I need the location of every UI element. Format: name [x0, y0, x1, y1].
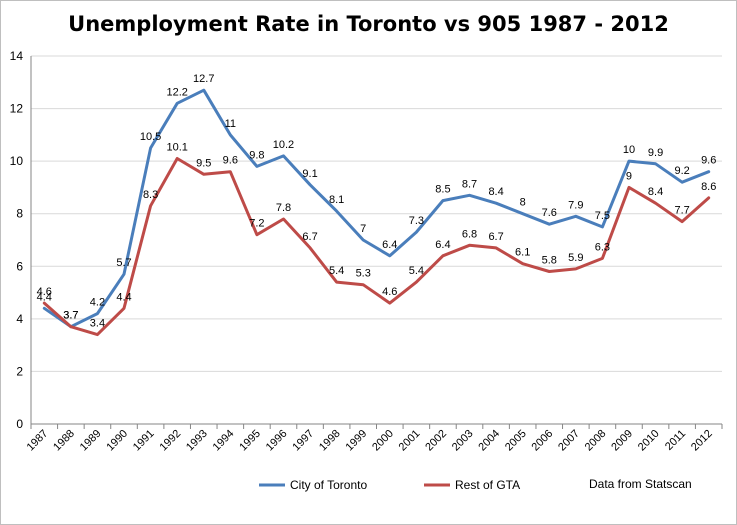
data-label-toronto: 7.6	[542, 207, 557, 219]
data-label-toronto: 10.5	[140, 131, 161, 143]
x-tick-label: 2009	[609, 428, 635, 454]
data-label-toronto: 9.8	[249, 149, 264, 161]
legend-label-toronto: City of Toronto	[290, 478, 367, 492]
y-tick-label: 12	[10, 102, 24, 116]
x-tick-label: 1987	[25, 428, 51, 454]
data-label-rest-of-gta: 7.7	[674, 205, 689, 217]
x-tick-label: 1996	[264, 428, 290, 454]
data-label-toronto: 7.9	[568, 199, 583, 211]
x-tick-label: 2012	[689, 428, 715, 454]
data-label-toronto: 8.4	[488, 186, 503, 198]
data-label-toronto: 7.5	[595, 210, 610, 222]
data-label-rest-of-gta: 6.3	[595, 241, 610, 253]
data-label-toronto: 9.9	[648, 147, 663, 159]
data-label-rest-of-gta: 9.5	[196, 157, 211, 169]
data-label-toronto: 4.2	[90, 297, 105, 309]
x-tick-label: 1999	[344, 428, 370, 454]
data-label-rest-of-gta: 5.8	[542, 255, 557, 267]
data-label-rest-of-gta: 6.4	[435, 239, 450, 251]
data-label-rest-of-gta: 5.3	[356, 268, 371, 280]
data-label-toronto: 7	[360, 223, 366, 235]
data-label-toronto: 8.5	[435, 184, 450, 196]
y-tick-label: 8	[16, 207, 23, 221]
x-tick-label: 2000	[370, 428, 396, 454]
y-tick-label: 10	[10, 154, 24, 168]
data-label-rest-of-gta: 5.9	[568, 252, 583, 264]
data-label-rest-of-gta: 6.7	[302, 231, 317, 243]
data-label-rest-of-gta: 6.1	[515, 247, 530, 259]
x-tick-label: 1989	[78, 428, 104, 454]
data-label-rest-of-gta: 8.6	[701, 181, 716, 193]
data-label-rest-of-gta: 4.6	[37, 286, 52, 298]
data-label-toronto: 8.7	[462, 178, 477, 190]
x-tick-label: 2005	[503, 428, 529, 454]
data-label-rest-of-gta: 3.7	[63, 310, 78, 322]
x-tick-label: 1992	[157, 428, 183, 454]
data-label-rest-of-gta: 10.1	[166, 142, 187, 154]
x-tick-label: 1998	[317, 428, 343, 454]
data-label-rest-of-gta: 5.4	[329, 265, 344, 277]
data-label-rest-of-gta: 8.4	[648, 186, 663, 198]
x-tick-label: 2006	[530, 428, 556, 454]
series-line-rest-of-gta	[42, 157, 711, 337]
data-label-toronto: 7.3	[409, 215, 424, 227]
y-tick-label: 2	[16, 364, 23, 378]
x-tick-label: 1988	[51, 428, 77, 454]
data-label-toronto: 4.4	[37, 291, 52, 303]
data-label-rest-of-gta: 5.4	[409, 265, 424, 277]
data-label-rest-of-gta: 9.6	[223, 155, 238, 167]
data-label-rest-of-gta: 3.4	[90, 318, 105, 330]
x-tick-label: 1991	[131, 428, 157, 454]
data-label-rest-of-gta: 4.4	[116, 291, 131, 303]
series-line-toronto	[42, 88, 711, 329]
y-tick-label: 4	[16, 312, 23, 326]
data-label-rest-of-gta: 7.8	[276, 202, 291, 214]
data-label-toronto: 3.7	[63, 310, 78, 322]
data-label-toronto: 5.7	[116, 257, 131, 269]
data-label-toronto: 8.1	[329, 194, 344, 206]
legend-label-rest-of-gta: Rest of GTA	[455, 478, 520, 492]
x-tick-label: 2008	[583, 428, 609, 454]
data-label-toronto: 10	[623, 144, 635, 156]
data-label-toronto: 8	[520, 197, 526, 209]
data-label-rest-of-gta: 6.7	[488, 231, 503, 243]
x-tick-label: 1995	[237, 428, 263, 454]
data-label-rest-of-gta: 9	[626, 170, 632, 182]
data-label-rest-of-gta: 8.3	[143, 189, 158, 201]
y-tick-label: 0	[16, 417, 23, 431]
data-label-toronto: 6.4	[382, 239, 397, 251]
data-label-rest-of-gta: 7.2	[249, 218, 264, 230]
x-tick-label: 2010	[636, 428, 662, 454]
data-label-toronto: 12.7	[193, 73, 214, 85]
data-label-toronto: 10.2	[273, 139, 294, 151]
data-label-toronto: 12.2	[166, 86, 187, 98]
data-label-rest-of-gta: 4.6	[382, 286, 397, 298]
x-tick-label: 2011	[663, 428, 688, 453]
x-tick-label: 2004	[476, 428, 502, 454]
data-label-toronto: 11	[225, 118, 236, 130]
data-label-toronto: 9.6	[701, 155, 716, 167]
x-tick-label: 2003	[450, 428, 476, 454]
x-tick-label: 1994	[211, 428, 237, 454]
source-note: Data from Statscan	[589, 477, 692, 491]
data-label-toronto: 9.2	[674, 165, 689, 177]
x-tick-label: 1993	[184, 428, 210, 454]
data-label-rest-of-gta: 6.8	[462, 228, 477, 240]
x-tick-label: 1997	[290, 428, 316, 454]
x-tick-label: 2007	[556, 428, 582, 454]
x-tick-label: 2001	[397, 428, 423, 454]
x-tick-label: 2002	[423, 428, 449, 454]
x-tick-label: 1990	[104, 428, 130, 454]
chart-title: Unemployment Rate in Toronto vs 905 1987…	[68, 12, 669, 36]
data-label-toronto: 9.1	[302, 168, 317, 180]
y-tick-label: 6	[16, 259, 23, 273]
y-tick-label: 14	[10, 49, 24, 63]
